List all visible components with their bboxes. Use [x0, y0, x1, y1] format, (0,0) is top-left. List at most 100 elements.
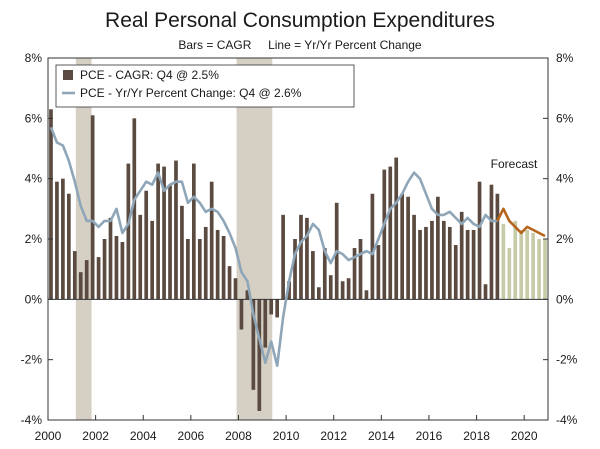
chart-subtitle: Bars = CAGR Line = Yr/Yr Percent Change	[178, 38, 422, 52]
data-bar	[150, 220, 155, 300]
data-bar	[168, 184, 172, 300]
data-bar	[424, 226, 428, 300]
data-bar	[328, 275, 333, 300]
data-bar	[61, 178, 65, 300]
x-tick-label: 2008	[225, 429, 252, 443]
x-tick-label: 2014	[368, 429, 395, 443]
legend: PCE - CAGR: Q4 @ 2.5% PCE - Yr/Yr Percent…	[55, 64, 355, 108]
data-bar	[447, 226, 452, 300]
yoy-line-actual	[49, 126, 498, 368]
data-bar	[459, 211, 464, 300]
data-bar	[412, 214, 416, 300]
data-bar	[382, 169, 387, 300]
data-bar	[394, 157, 399, 300]
data-bar	[525, 229, 530, 300]
x-tick-label: 2012	[320, 429, 347, 443]
data-bar	[233, 278, 238, 300]
x-tick-label: 2016	[416, 429, 443, 443]
y-tick-label-left: -2%	[21, 353, 43, 367]
data-bar	[513, 220, 518, 300]
data-bar	[245, 290, 250, 300]
legend-label-line: PCE - Yr/Yr Percent Change: Q4 @ 2.6%	[80, 86, 302, 100]
data-bar	[263, 299, 268, 348]
legend-box	[55, 64, 355, 108]
data-bar	[537, 239, 541, 300]
y-tick-label-right: -4%	[556, 413, 578, 427]
data-bar	[471, 229, 476, 300]
data-bar	[191, 163, 196, 300]
data-bar	[102, 239, 107, 300]
x-tick-label: 2006	[178, 429, 205, 443]
y-tick-label-left: 0%	[25, 292, 43, 306]
data-bar	[287, 281, 291, 300]
data-bar	[144, 190, 149, 300]
data-bar	[406, 196, 410, 300]
data-bar	[275, 299, 280, 318]
legend-swatch-bar	[63, 70, 73, 80]
chart-title: Real Personal Consumption Expenditures	[105, 9, 495, 32]
legend-label-bar: PCE - CAGR: Q4 @ 2.5%	[80, 68, 219, 82]
data-bar	[340, 281, 345, 300]
data-bar	[501, 223, 506, 300]
y-tick-label-left: 2%	[25, 232, 43, 246]
y-tick-label-right: 2%	[556, 232, 574, 246]
data-bar	[257, 299, 262, 411]
forecast-annotation: Forecast	[491, 157, 538, 171]
data-bar	[364, 290, 369, 300]
data-bar	[477, 181, 482, 300]
data-bar	[269, 299, 274, 315]
data-bar	[465, 229, 470, 300]
x-tick-label: 2010	[273, 429, 300, 443]
data-bar	[358, 239, 363, 300]
data-bar	[388, 166, 393, 300]
y-tick-label-right: 8%	[556, 51, 574, 65]
data-bar	[281, 214, 285, 300]
data-bar	[311, 251, 315, 300]
data-bar	[400, 193, 405, 300]
data-bar	[376, 245, 381, 300]
y-tick-label-left: 4%	[25, 172, 43, 186]
data-bar	[96, 257, 101, 300]
data-bar	[293, 239, 297, 300]
data-bar	[352, 248, 357, 300]
data-bar	[418, 229, 422, 300]
data-bar	[305, 217, 309, 300]
data-bar	[322, 248, 327, 300]
data-bar	[221, 235, 226, 300]
y-tick-label-right: 6%	[556, 111, 574, 125]
y-tick-label-right: 0%	[556, 292, 574, 306]
data-bar	[239, 299, 244, 330]
data-bar	[436, 196, 440, 300]
data-bar	[49, 109, 53, 300]
data-bar	[316, 287, 321, 300]
data-bar	[197, 239, 202, 300]
data-bar	[489, 184, 494, 300]
data-bar	[215, 229, 220, 300]
data-bar	[519, 229, 524, 300]
data-bar	[132, 118, 137, 300]
x-tick-label: 2018	[463, 429, 490, 443]
data-bar	[84, 260, 89, 300]
data-bar	[114, 235, 119, 300]
data-bar	[495, 193, 500, 300]
data-bar	[66, 193, 71, 300]
data-bar	[120, 242, 125, 300]
y-tick-label-left: 8%	[25, 51, 43, 65]
y-tick-label-left: -4%	[21, 413, 43, 427]
data-bar	[78, 272, 83, 300]
recession-band	[75, 58, 92, 420]
data-bar	[346, 278, 351, 300]
x-tick-label: 2002	[82, 429, 109, 443]
data-bar	[138, 214, 143, 300]
yoy-line-forecast	[496, 207, 546, 238]
data-bar	[543, 239, 547, 300]
data-bar	[203, 226, 208, 300]
data-bar	[174, 160, 178, 300]
data-bar	[227, 266, 232, 300]
data-bar	[90, 115, 95, 300]
x-tick-label: 2004	[130, 429, 157, 443]
data-bar	[430, 220, 434, 300]
data-bar	[531, 232, 535, 300]
